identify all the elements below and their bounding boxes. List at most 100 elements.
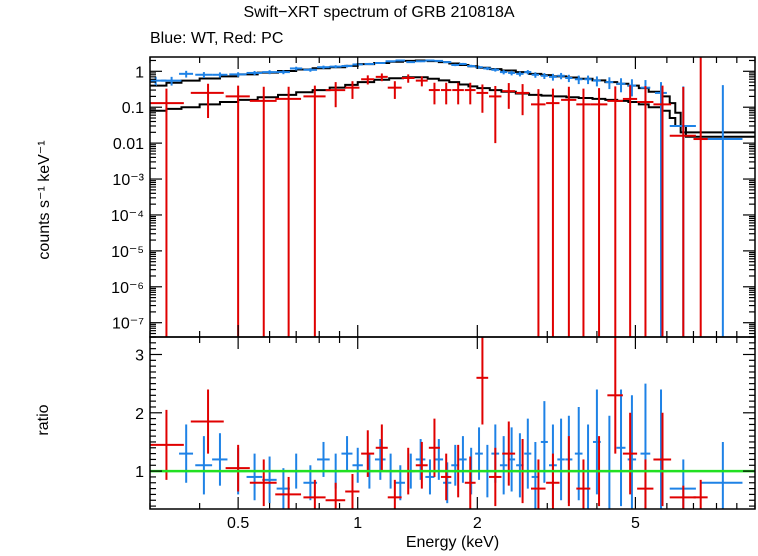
wt-data-point xyxy=(195,72,213,79)
pc-ratio-data-point xyxy=(375,424,388,472)
ratio-y-tick-label: 3 xyxy=(135,347,144,364)
wt-ratio-data-point xyxy=(434,439,444,480)
wt-data-point xyxy=(374,62,386,65)
x-axis-label: Energy (keV) xyxy=(405,534,500,551)
wt-ratio-data-point xyxy=(415,439,426,480)
wt-data-point xyxy=(329,65,342,69)
wt-data-point xyxy=(415,60,426,63)
wt-data-point xyxy=(276,70,290,75)
pc-data-point xyxy=(345,81,360,99)
y-tick-label: 0.1 xyxy=(122,100,144,117)
pc-data-point xyxy=(607,86,623,337)
pc-data-point xyxy=(150,88,184,337)
wt-data-point xyxy=(385,60,396,63)
wt-data-point xyxy=(443,61,452,64)
pc-data-point xyxy=(502,83,516,109)
y-tick-label: 0.01 xyxy=(113,136,144,153)
wt-ratio-data-point xyxy=(212,433,228,486)
pc-ratio-data-point xyxy=(476,337,489,425)
pc-ratio-data-point xyxy=(637,459,654,509)
pc-ratio-data-point xyxy=(361,430,375,477)
wt-data-point xyxy=(434,59,444,62)
wt-data-point xyxy=(475,65,483,69)
wt-data-point xyxy=(540,73,548,80)
wt-data-point xyxy=(627,79,637,97)
wt-data-point xyxy=(395,59,405,62)
pc-data-point xyxy=(275,86,302,337)
wt-ratio-data-point xyxy=(574,406,583,501)
pc-ratio-data-point xyxy=(325,482,346,509)
wt-data-point xyxy=(212,72,228,78)
pc-data-point xyxy=(476,84,489,113)
wt-data-point xyxy=(531,72,540,78)
y-tick-label: 10⁻⁵ xyxy=(111,244,144,261)
chart-title: Swift−XRT spectrum of GRB 210818A xyxy=(243,4,515,21)
pc-ratio-series xyxy=(150,337,708,509)
pc-data-point xyxy=(190,83,224,119)
pc-data-point xyxy=(361,75,375,85)
pc-ratio-data-point xyxy=(622,412,638,495)
wt-data-point xyxy=(654,82,667,337)
pc-data-point xyxy=(515,84,530,116)
pc-data-point xyxy=(440,82,452,105)
pc-data-point xyxy=(428,82,440,105)
x-tick-label: 0.5 xyxy=(227,515,249,532)
pc-data-point xyxy=(415,76,428,87)
wt-data-point xyxy=(246,70,263,76)
pc-data-point xyxy=(249,86,277,337)
pc-data-point xyxy=(387,81,402,99)
wt-data-point xyxy=(262,70,277,75)
pc-data-point xyxy=(561,86,577,337)
pc-ratio-data-point xyxy=(249,459,277,507)
pc-ratio-data-point xyxy=(653,412,672,507)
spectrum-y-axis-label: counts s⁻¹ keV⁻¹ xyxy=(36,140,53,260)
ratio-y-axis-label: ratio xyxy=(35,404,52,436)
pc-ratio-data-point xyxy=(275,476,302,509)
wt-data-point xyxy=(516,71,524,77)
pc-data-point xyxy=(669,86,696,337)
ratio-panel xyxy=(150,337,755,509)
wt-ratio-data-point xyxy=(557,418,565,501)
y-tick-label: 10⁻⁴ xyxy=(111,208,144,225)
pc-data-point xyxy=(488,85,502,144)
x-tick-label: 2 xyxy=(473,515,482,532)
pc-data-point xyxy=(546,88,560,337)
y-tick-label: 1 xyxy=(135,64,144,81)
pc-data-point xyxy=(225,85,250,337)
pc-ratio-data-point xyxy=(225,444,250,492)
pc-ratio-data-point xyxy=(345,474,360,509)
wt-ratio-data-point xyxy=(352,447,363,483)
wt-data-point xyxy=(406,61,416,64)
wt-ratio-data-point xyxy=(499,436,508,495)
wt-data-point xyxy=(483,66,492,71)
wt-data-point xyxy=(499,70,508,75)
wt-ratio-data-point xyxy=(425,459,435,495)
y-tick-label: 10⁻⁷ xyxy=(112,316,144,333)
wt-data-point xyxy=(508,70,516,76)
wt-data-point xyxy=(289,66,303,71)
axes: 0.5 1 2 5 1 0.1 0.01 10⁻³ 10⁻⁴ 10⁻⁵ 10⁻⁶ 10⁻⁷ 1 2 3 xyxy=(111,56,756,532)
pc-data-point xyxy=(576,88,591,337)
pc-ratio-data-point xyxy=(576,459,591,509)
pc-data-point xyxy=(531,89,546,337)
pc-data-point xyxy=(452,82,464,105)
pc-data-point xyxy=(401,74,415,83)
pc-data-point xyxy=(303,85,326,337)
pc-ratio-data-point xyxy=(502,421,516,486)
wt-data-point xyxy=(161,76,182,86)
wt-ratio-data-point xyxy=(627,395,637,509)
x-tick-label: 1 xyxy=(353,515,362,532)
ratio-y-tick-label: 1 xyxy=(135,464,144,481)
wt-data-point xyxy=(524,70,532,75)
pc-ratio-data-point xyxy=(415,441,428,489)
wt-ratio-data-point xyxy=(341,436,353,472)
wt-data-point xyxy=(317,65,330,69)
pc-data-point xyxy=(622,85,638,337)
wt-data-point xyxy=(557,72,565,80)
pc-data-point xyxy=(653,85,672,337)
wt-data-point xyxy=(467,64,476,68)
pc-series xyxy=(150,57,708,337)
wt-data-point xyxy=(303,68,318,72)
wt-data-point xyxy=(592,76,601,87)
wt-data-point xyxy=(341,64,353,68)
